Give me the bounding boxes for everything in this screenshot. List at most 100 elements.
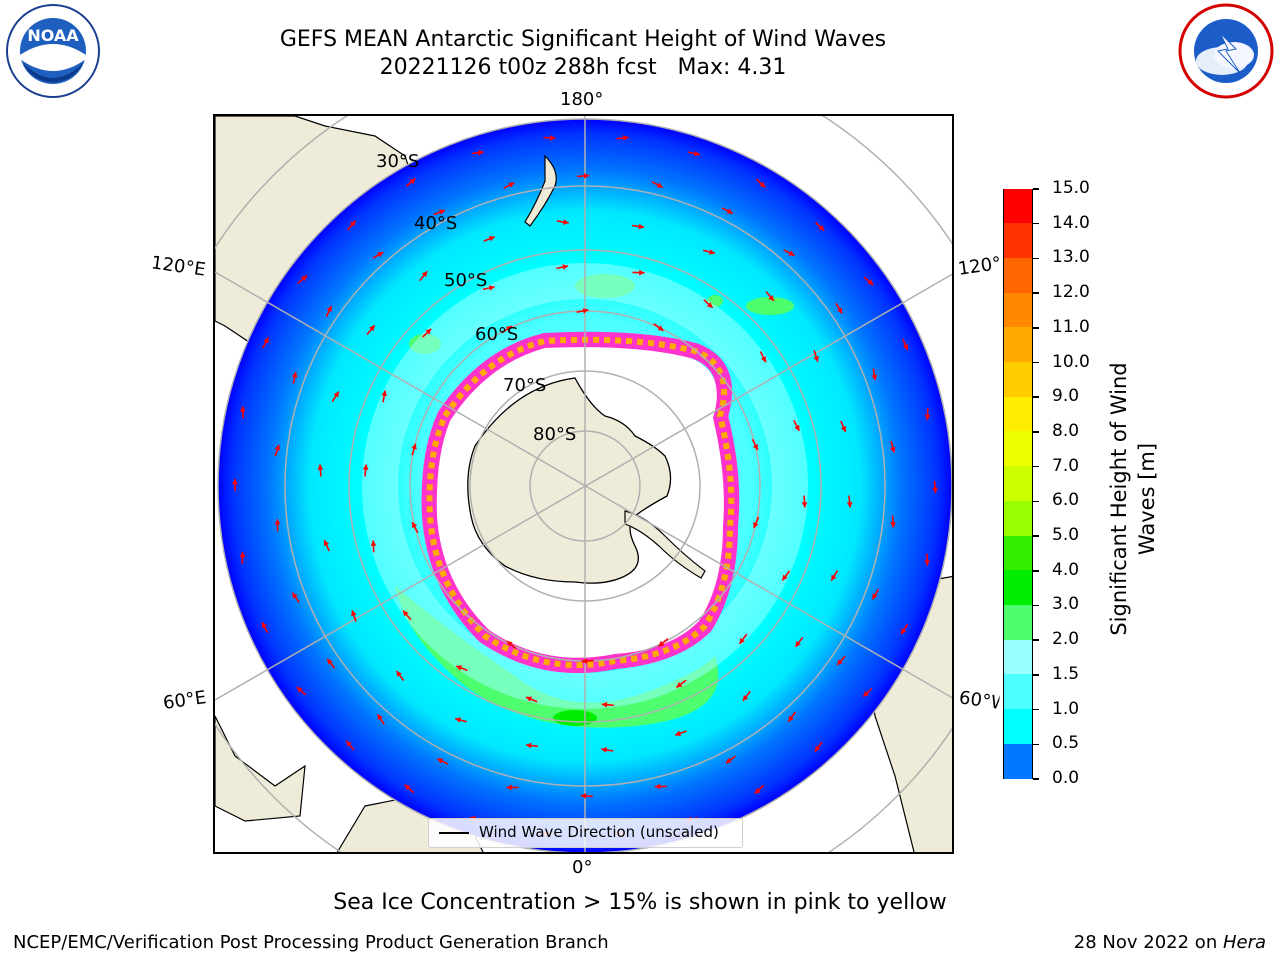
colorbar-tick-mark: [1033, 431, 1039, 433]
wave-arrow-head: [263, 337, 269, 344]
wave-arrow-head: [742, 694, 749, 701]
chart-title: GEFS MEAN Antarctic Significant Height o…: [279, 27, 887, 52]
wave-arrow-head: [323, 540, 330, 547]
colorbar-tick-label: 2.0: [1052, 629, 1080, 650]
wave-patch-atlantic: [395, 586, 719, 728]
wave-arrow-head: [676, 682, 683, 688]
wave-arrow-head: [759, 181, 766, 188]
wave-arrow-head: [425, 328, 432, 335]
footer-date: 28 Nov 2022 on Hera: [1074, 932, 1266, 953]
colorbar-tick-mark: [1033, 708, 1039, 711]
wave-arrow-head: [437, 758, 444, 764]
wave-arrow-head: [788, 715, 794, 722]
wave-arrow-head: [526, 742, 532, 749]
footer-credit: NCEP/EMC/Verification Post Processing Pr…: [13, 932, 609, 953]
noaa-logo-text: NOAA: [27, 26, 79, 45]
colorbar-tick-label: 0.0: [1052, 768, 1080, 788]
wave-arrow-head: [725, 757, 732, 764]
wave-arrow-head: [901, 628, 907, 635]
wave-arrow-head: [863, 690, 869, 697]
colorbar-tick-label: 13.0: [1052, 247, 1090, 268]
wave-arrow-head: [768, 295, 774, 301]
wave-arrow-head: [739, 637, 745, 644]
lat-label-60s: 60°S: [475, 324, 519, 345]
footer-date-text: 28 Nov 2022 on: [1073, 932, 1223, 953]
wave-arrow-head: [656, 182, 663, 188]
wave-arrow-head: [262, 622, 268, 629]
wave-arrow-head: [478, 149, 484, 156]
wave-arrow-head: [333, 391, 339, 398]
footer-host: Hera: [1222, 932, 1266, 953]
colorbar-tick-mark: [1033, 604, 1039, 607]
colorbar-tick-label: 9.0: [1052, 386, 1080, 407]
wave-arrow-head: [396, 671, 402, 677]
wave-arrow-head: [381, 390, 388, 397]
colorbar-tick-label: 4.0: [1052, 559, 1080, 580]
colorbar-tick-mark: [1033, 743, 1039, 746]
colorbar-segment: [1004, 257, 1032, 294]
colorbar-tick-label: 1.0: [1052, 698, 1080, 719]
wave-arrow-head: [508, 182, 515, 188]
colorbar-segment: [1004, 535, 1032, 571]
colorbar-segment: [1004, 396, 1032, 432]
colorbar-tick-mark: [1033, 188, 1039, 190]
lon-label-60e: 60°E: [161, 687, 208, 714]
lon-label-0: 0°: [572, 857, 593, 878]
wave-arrow-head: [638, 223, 644, 230]
wave-arrow-head: [327, 658, 333, 665]
wave-arrow-head: [890, 522, 896, 528]
colorbar: [1003, 188, 1033, 779]
wave-arrow-head: [506, 784, 512, 791]
colorbar-tick-label: 11.0: [1052, 316, 1090, 337]
colorbar-tick-label: 15.0: [1052, 178, 1090, 198]
colorbar-segment: [1004, 292, 1032, 328]
wave-arrow-head: [582, 308, 589, 314]
graticule: [215, 116, 952, 852]
new-zealand-land: [524, 154, 557, 227]
colorbar-tick-mark: [1033, 570, 1039, 572]
wave-arrow-head: [439, 209, 445, 215]
colorbar-tick-label: 3.0: [1052, 594, 1080, 615]
wave-arrow-head: [421, 271, 428, 278]
wave-arrow-head: [782, 574, 788, 581]
wave-arrow-head: [726, 208, 733, 214]
wave-arrow-head: [694, 150, 700, 157]
colorbar-label: Significant Height of Wind Waves [m]: [1105, 349, 1161, 649]
wave-arrow-head: [706, 302, 713, 308]
colorbar-tick-mark: [1033, 500, 1039, 503]
colorbar-tick-mark: [1033, 257, 1039, 260]
wave-arrow-head: [402, 610, 409, 617]
colorbar-tick-mark: [1033, 535, 1039, 537]
colorbar-tick-mark: [1033, 639, 1039, 641]
wave-arrow-head: [788, 250, 795, 256]
polar-map: [213, 114, 954, 854]
wave-arrow-head: [550, 135, 556, 141]
colorbar-segment: [1004, 500, 1032, 537]
wave-arrow-head: [871, 374, 878, 381]
lat-label-50s: 50°S: [444, 270, 488, 291]
legend-line-swatch: [439, 832, 469, 834]
wave-arrow-head: [370, 540, 377, 546]
wave-arrow-head: [296, 687, 303, 693]
wave-arrow-head: [377, 252, 384, 258]
wave-arrow-head: [801, 502, 808, 508]
colorbar-tick-mark: [1033, 327, 1039, 329]
colorbar-tick-label: 7.0: [1052, 455, 1080, 476]
wave-arrow-head: [583, 173, 590, 179]
wave-arrow-head: [346, 740, 352, 747]
lat-label-30s: 30°S: [376, 151, 420, 172]
colorbar-segment: [1004, 466, 1032, 502]
wave-arrow-head: [404, 784, 411, 791]
colorbar-tick-mark: [1033, 361, 1039, 364]
wave-arrow-head: [351, 610, 357, 617]
wave-arrow-head: [794, 424, 800, 431]
wave-arrow-head: [317, 464, 324, 470]
colorbar-tick-label: 0.5: [1052, 733, 1080, 754]
wave-arrow-head: [601, 747, 607, 753]
wave-arrow-head: [411, 443, 417, 450]
legend-label: Wind Wave Direction (unscaled): [479, 823, 719, 841]
wave-arrow-head: [902, 344, 909, 351]
colorbar-tick-mark: [1033, 674, 1039, 676]
colorbar-tick-label: 14.0: [1052, 212, 1090, 233]
colorbar-segment: [1004, 674, 1032, 710]
